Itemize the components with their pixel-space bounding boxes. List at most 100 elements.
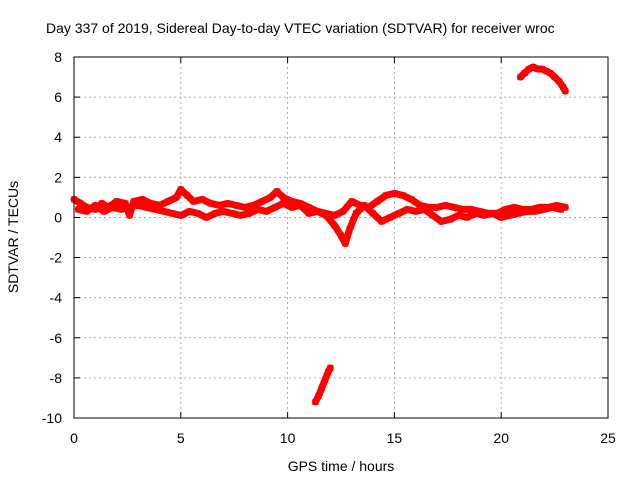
- data-point: [562, 204, 569, 211]
- data-point: [481, 212, 488, 219]
- data-point: [322, 376, 328, 383]
- grid-lines: [74, 57, 608, 418]
- data-point: [530, 64, 537, 70]
- data-point: [118, 206, 124, 213]
- y-tick-label: -10: [42, 410, 62, 426]
- y-tick-label: 2: [54, 169, 62, 185]
- data-point: [558, 206, 564, 213]
- data-point: [498, 214, 505, 221]
- data-point: [173, 194, 180, 201]
- data-point: [421, 206, 428, 213]
- data-point: [560, 84, 567, 91]
- data-point: [540, 206, 547, 213]
- data-point: [370, 210, 376, 217]
- data-point: [113, 198, 120, 205]
- y-tick-label: 0: [54, 209, 62, 225]
- data-point: [489, 210, 496, 217]
- data-point: [246, 210, 253, 217]
- data-point: [399, 192, 406, 199]
- data-point: [100, 208, 107, 215]
- data-point: [468, 206, 475, 213]
- data-point: [77, 200, 84, 207]
- y-tick-label: -8: [50, 370, 63, 386]
- data-point: [551, 74, 558, 81]
- data-point: [521, 70, 528, 76]
- data-point: [327, 364, 334, 371]
- data-point: [190, 198, 197, 205]
- x-axis-label: GPS time / hours: [288, 458, 395, 474]
- data-point: [348, 198, 355, 205]
- data-point: [312, 399, 319, 405]
- data-point: [325, 368, 332, 375]
- y-tick-label: 6: [54, 89, 62, 105]
- data-point: [502, 206, 509, 213]
- data-point: [147, 200, 154, 207]
- axis-ticks: 0 5 10 15 20 25 -10 -8 -6 -4 -2 0 2 4 6 8: [42, 49, 616, 446]
- data-point: [391, 190, 398, 197]
- data-point: [83, 208, 90, 215]
- data-point: [425, 204, 432, 211]
- data-point: [177, 212, 184, 219]
- data-point: [109, 204, 116, 211]
- data-point: [263, 208, 270, 215]
- y-tick-label: -2: [50, 250, 63, 266]
- data-point: [555, 78, 562, 85]
- data-point: [186, 208, 193, 215]
- data-point: [233, 202, 240, 209]
- data-point: [408, 196, 415, 203]
- data-point: [506, 212, 513, 219]
- data-point: [254, 206, 261, 213]
- data-point: [271, 204, 278, 211]
- data-point: [417, 202, 423, 209]
- y-tick-label: 8: [54, 49, 62, 65]
- data-point: [220, 208, 227, 215]
- data-point: [314, 208, 321, 215]
- data-point: [130, 198, 137, 205]
- data-point: [273, 188, 280, 195]
- data-point: [237, 212, 244, 219]
- data-point: [288, 204, 295, 211]
- data-point: [156, 202, 163, 209]
- data-point: [464, 214, 470, 221]
- data-point: [165, 198, 171, 205]
- data-point: [250, 202, 257, 209]
- data-point: [451, 204, 458, 211]
- data-point: [378, 218, 385, 225]
- data-point: [526, 66, 532, 72]
- data-point: [224, 200, 231, 207]
- data-point: [122, 200, 129, 207]
- x-tick-label: 5: [177, 430, 185, 446]
- data-point: [404, 206, 411, 213]
- data-point: [203, 214, 210, 221]
- data-point: [280, 194, 287, 201]
- data-point: [229, 210, 236, 217]
- data-point: [331, 222, 338, 229]
- data-point: [538, 66, 545, 72]
- y-tick-label: -6: [50, 330, 63, 346]
- data-point: [340, 208, 347, 215]
- data-point: [199, 196, 206, 203]
- data-point: [387, 214, 394, 221]
- x-tick-label: 15: [387, 430, 403, 446]
- data-point: [169, 210, 176, 217]
- y-tick-label: 4: [54, 129, 62, 145]
- data-point: [534, 66, 541, 72]
- data-point: [346, 226, 353, 233]
- data-point: [297, 202, 304, 209]
- data-point: [98, 200, 105, 207]
- x-tick-label: 20: [493, 430, 509, 446]
- data-point: [455, 212, 462, 219]
- data-point: [126, 204, 133, 211]
- data-point: [288, 198, 295, 205]
- data-point: [515, 210, 522, 217]
- data-point: [532, 208, 539, 215]
- data-point: [194, 210, 201, 217]
- data-point: [547, 70, 554, 76]
- data-point: [207, 200, 214, 207]
- data-point: [306, 210, 312, 217]
- data-point: [143, 204, 150, 211]
- data-point: [318, 384, 325, 391]
- data-point: [442, 202, 449, 209]
- data-point: [75, 206, 82, 213]
- data-point: [323, 212, 329, 219]
